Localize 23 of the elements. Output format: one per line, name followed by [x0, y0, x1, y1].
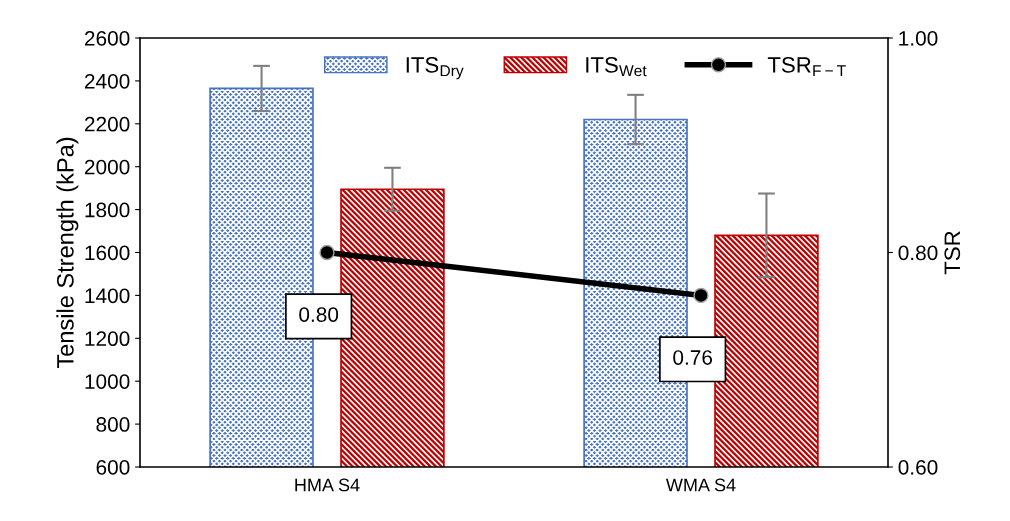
x-tick-label: HMA S4 [295, 478, 360, 492]
y2-tick-label: 1.00 [899, 31, 938, 46]
y-tick-label: 2200 [84, 116, 130, 132]
legend-label: ITS$_{Dry}$ [406, 57, 464, 80]
data-label: 0.80 [299, 307, 339, 322]
y-tick-label: 2600 [84, 31, 130, 46]
x-tick-label: WMA S4 [665, 478, 736, 492]
y-tick-label: 1600 [85, 245, 130, 261]
y-tick-label: 1800 [85, 202, 130, 218]
y-tick-label: 2000 [84, 159, 130, 175]
y-tick-label: 1000 [85, 374, 130, 389]
y2-tick-label: 0.60 [898, 460, 938, 475]
y-tick-label: 600 [96, 460, 130, 475]
y-tick-label: 1400 [85, 288, 130, 304]
y-tick-label: 800 [96, 417, 130, 432]
y-axis-title: Tensile Strength (kPa) [56, 137, 79, 369]
data-label: 0.76 [673, 350, 713, 365]
legend-label: TSR$_{F−T}$ [767, 57, 846, 77]
y-tick-label: 1200 [85, 331, 130, 347]
legend-label: ITS$_{Wet}$ [586, 57, 647, 77]
y2-axis-title: TSR [944, 231, 961, 275]
y-tick-label: 2400 [84, 73, 130, 89]
y2-tick-label: 0.80 [898, 245, 938, 261]
